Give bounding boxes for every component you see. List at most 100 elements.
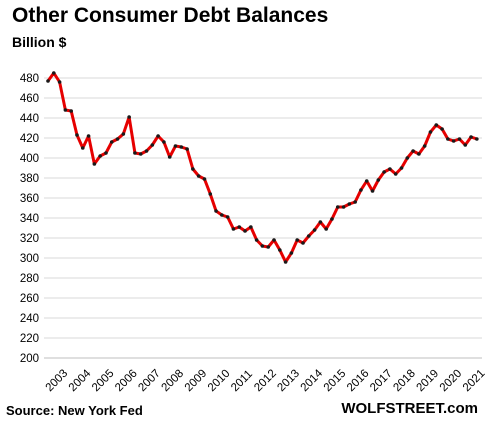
data-point — [359, 188, 363, 192]
data-point — [191, 167, 195, 171]
x-tick-label: 2004 — [67, 367, 94, 394]
data-point — [63, 108, 68, 112]
data-point — [306, 234, 311, 238]
x-tick-label: 2021 — [461, 368, 486, 395]
y-tick-label: 280 — [20, 273, 39, 285]
data-point — [289, 251, 294, 255]
data-point — [399, 166, 404, 170]
data-point — [214, 209, 218, 213]
data-point — [318, 220, 323, 224]
y-tick-label: 240 — [20, 313, 39, 325]
x-tick-label: 2016 — [345, 368, 372, 395]
series — [46, 71, 479, 264]
y-tick-labels: 200 220 240 260 280 300 320 340 360 380 400 420 440 4… — [20, 73, 39, 365]
data-point — [75, 133, 79, 137]
data-point — [69, 109, 73, 113]
x-tick-label: 2007 — [136, 368, 163, 395]
data-point — [475, 137, 479, 141]
y-tick-label: 440 — [20, 113, 39, 125]
x-tick-label: 2003 — [44, 368, 71, 395]
data-point — [428, 130, 433, 134]
data-point — [156, 134, 160, 138]
data-point — [243, 229, 247, 233]
x-tick-label: 2010 — [206, 368, 233, 395]
y-tick-label: 340 — [20, 213, 39, 225]
x-tick-label: 2008 — [160, 368, 187, 395]
data-point — [220, 213, 224, 217]
data-point — [463, 143, 468, 147]
x-tick-label: 2020 — [438, 368, 465, 395]
data-point — [405, 156, 410, 160]
y-tick-label: 420 — [20, 133, 39, 145]
data-point — [393, 172, 398, 176]
y-tick-label: 220 — [20, 333, 39, 345]
y-tick-label: 260 — [20, 293, 39, 305]
data-point — [446, 137, 450, 141]
data-point — [417, 152, 421, 156]
data-point — [266, 245, 271, 249]
data-point — [80, 146, 85, 150]
data-point — [127, 115, 131, 119]
source-note: Source: New York Fed — [6, 403, 143, 418]
x-tick-label: 2019 — [415, 368, 442, 395]
grid-lines — [44, 77, 482, 359]
data-point — [469, 135, 473, 139]
data-point — [440, 127, 444, 131]
data-point — [52, 71, 56, 75]
data-point — [115, 137, 120, 141]
data-point — [208, 192, 213, 196]
data-point — [295, 238, 299, 242]
y-tick-label: 300 — [20, 253, 39, 265]
x-tick-label: 2009 — [183, 368, 210, 395]
data-point — [335, 205, 340, 209]
data-point — [57, 80, 62, 84]
data-point — [138, 152, 143, 156]
data-point — [260, 244, 265, 248]
data-point — [173, 144, 178, 148]
y-tick-label: 320 — [20, 233, 39, 245]
chart-subtitle: Billion $ — [12, 34, 67, 50]
data-point — [231, 227, 236, 231]
data-point — [353, 200, 357, 204]
data-point — [150, 143, 155, 147]
data-point — [278, 248, 282, 252]
x-tick-label: 2006 — [113, 368, 140, 395]
data-point — [324, 227, 328, 231]
x-tick-label: 2012 — [252, 368, 279, 395]
brand-label: WOLFSTREET.com — [341, 400, 478, 417]
series-line — [46, 71, 479, 264]
data-point — [457, 137, 462, 141]
data-point — [249, 225, 253, 229]
data-point — [341, 205, 346, 209]
data-point — [382, 170, 386, 174]
data-point — [411, 149, 415, 153]
data-point — [283, 260, 288, 264]
data-point — [179, 145, 184, 149]
y-tick-label: 360 — [20, 193, 39, 205]
x-tick-label: 2015 — [322, 368, 349, 395]
x-tick-label: 2013 — [275, 368, 302, 395]
data-point — [109, 140, 114, 144]
x-tick-labels: 2003200420052006200720082009201020112012… — [44, 367, 486, 394]
y-tick-label: 200 — [20, 353, 39, 365]
chart-title: Other Consumer Debt Balances — [12, 4, 329, 27]
data-point — [104, 151, 108, 155]
data-point — [254, 238, 259, 242]
data-point — [388, 167, 392, 171]
data-point — [225, 215, 230, 219]
data-point — [364, 179, 369, 183]
data-point — [312, 228, 317, 232]
data-point — [347, 202, 352, 206]
x-tick-label: 2018 — [391, 368, 418, 395]
data-point — [237, 225, 242, 229]
data-point — [46, 79, 50, 83]
data-point — [92, 162, 97, 166]
x-tick-label: 2014 — [299, 367, 326, 394]
data-point — [422, 144, 427, 148]
data-point — [272, 238, 276, 242]
y-tick-label: 380 — [20, 173, 39, 185]
data-point — [434, 123, 439, 127]
data-point — [167, 155, 172, 159]
y-tick-label: 460 — [20, 93, 39, 105]
